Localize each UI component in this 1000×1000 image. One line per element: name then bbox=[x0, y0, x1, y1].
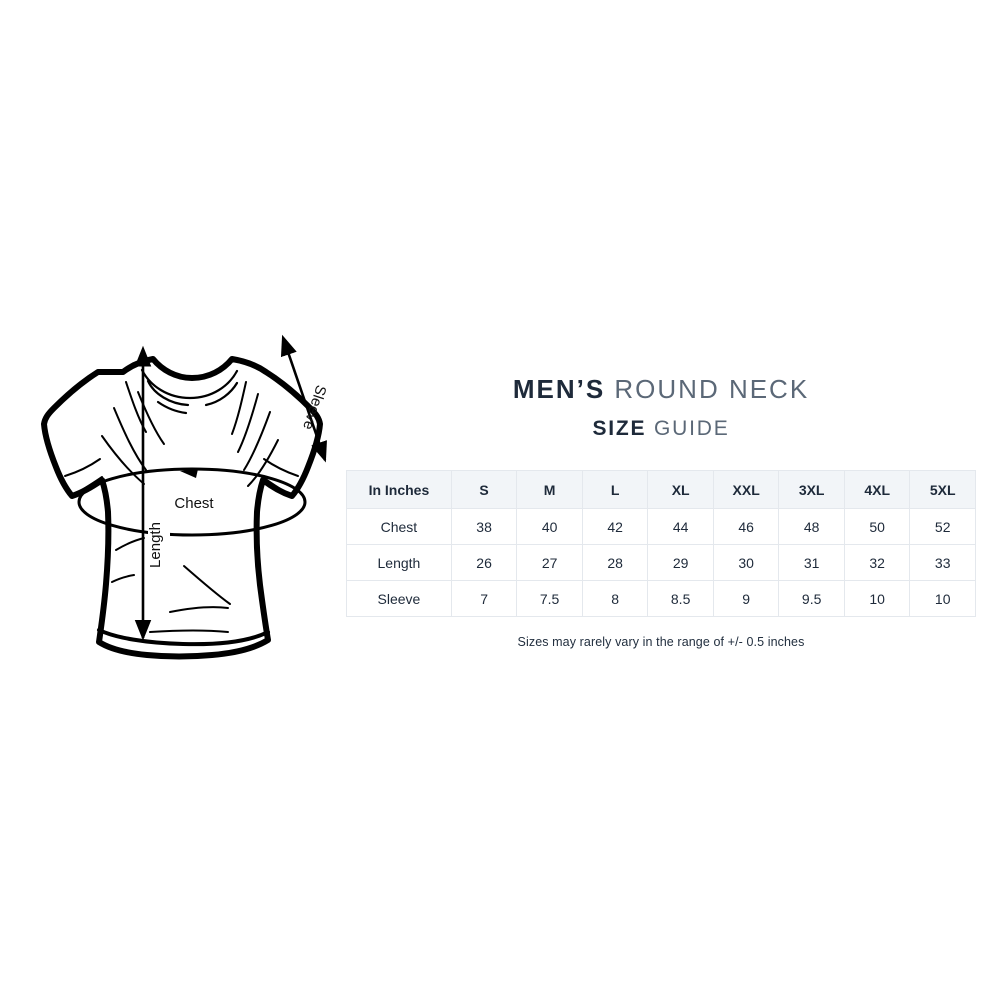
table-cell: 10 bbox=[843, 580, 911, 617]
table-cell: 9.5 bbox=[778, 580, 845, 617]
table-cell: 7.5 bbox=[516, 580, 583, 617]
table-cell: 46 bbox=[712, 508, 780, 545]
table-header-row: In Inches S M L XL XXL 3XL 4XL 5XL bbox=[346, 470, 976, 509]
title-bold-mens: MEN’S bbox=[512, 374, 606, 404]
table-header-cell: S bbox=[450, 470, 518, 509]
table-header-cell: XXL bbox=[712, 470, 780, 509]
length-label: Length bbox=[147, 522, 164, 568]
size-chart-table: In Inches S M L XL XXL 3XL 4XL 5XL Chest… bbox=[346, 470, 976, 617]
table-cell: 48 bbox=[778, 508, 845, 545]
table-cell: 31 bbox=[778, 544, 845, 581]
table-cell: 28 bbox=[581, 544, 649, 581]
table-row: Sleeve 7 7.5 8 8.5 9 9.5 10 10 bbox=[346, 580, 976, 617]
table-cell: 9 bbox=[712, 580, 780, 617]
table-cell: 50 bbox=[843, 508, 911, 545]
chest-measure: Chest bbox=[77, 467, 307, 537]
table-cell: 29 bbox=[647, 544, 714, 581]
table-cell: 8.5 bbox=[647, 580, 714, 617]
subtitle-light-guide: GUIDE bbox=[654, 417, 730, 440]
table-cell: 33 bbox=[909, 544, 976, 581]
page-subtitle: SIZE GUIDE bbox=[346, 414, 976, 444]
table-header-cell: 4XL bbox=[843, 470, 911, 509]
row-label: Chest bbox=[346, 508, 452, 545]
size-guide-panel: MEN’S ROUND NECK SIZE GUIDE In Inches S … bbox=[346, 372, 976, 649]
title-block: MEN’S ROUND NECK SIZE GUIDE bbox=[346, 372, 976, 444]
table-cell: 8 bbox=[581, 580, 649, 617]
table-cell: 27 bbox=[516, 544, 583, 581]
size-variance-note: Sizes may rarely vary in the range of +/… bbox=[517, 635, 805, 649]
table-cell: 42 bbox=[581, 508, 649, 545]
row-label: Length bbox=[346, 544, 452, 581]
table-cell: 10 bbox=[909, 580, 976, 617]
table-cell: 52 bbox=[909, 508, 976, 545]
title-light-roundneck: ROUND NECK bbox=[614, 374, 810, 404]
table-header-cell: 3XL bbox=[778, 470, 845, 509]
page-title: MEN’S ROUND NECK bbox=[346, 372, 976, 406]
table-header-cell: XL bbox=[647, 470, 714, 509]
table-header-cell: In Inches bbox=[346, 470, 452, 509]
length-measure: Length bbox=[134, 345, 170, 641]
table-cell: 30 bbox=[712, 544, 780, 581]
table-cell: 38 bbox=[450, 508, 518, 545]
table-row: Chest 38 40 42 44 46 48 50 52 bbox=[346, 508, 976, 545]
subtitle-bold-size: SIZE bbox=[592, 417, 647, 440]
tshirt-illustration: Chest Length Sleeve bbox=[20, 320, 370, 680]
table-row: Length 26 27 28 29 30 31 32 33 bbox=[346, 544, 976, 581]
table-cell: 7 bbox=[450, 580, 518, 617]
table-cell: 32 bbox=[843, 544, 911, 581]
table-cell: 44 bbox=[647, 508, 714, 545]
table-cell: 26 bbox=[450, 544, 518, 581]
bottom-hem bbox=[97, 628, 270, 647]
table-header-cell: L bbox=[581, 470, 649, 509]
row-label: Sleeve bbox=[346, 580, 452, 617]
chest-label: Chest bbox=[174, 495, 214, 512]
table-header-cell: M bbox=[516, 470, 583, 509]
table-header-cell: 5XL bbox=[909, 470, 976, 509]
table-cell: 40 bbox=[516, 508, 583, 545]
